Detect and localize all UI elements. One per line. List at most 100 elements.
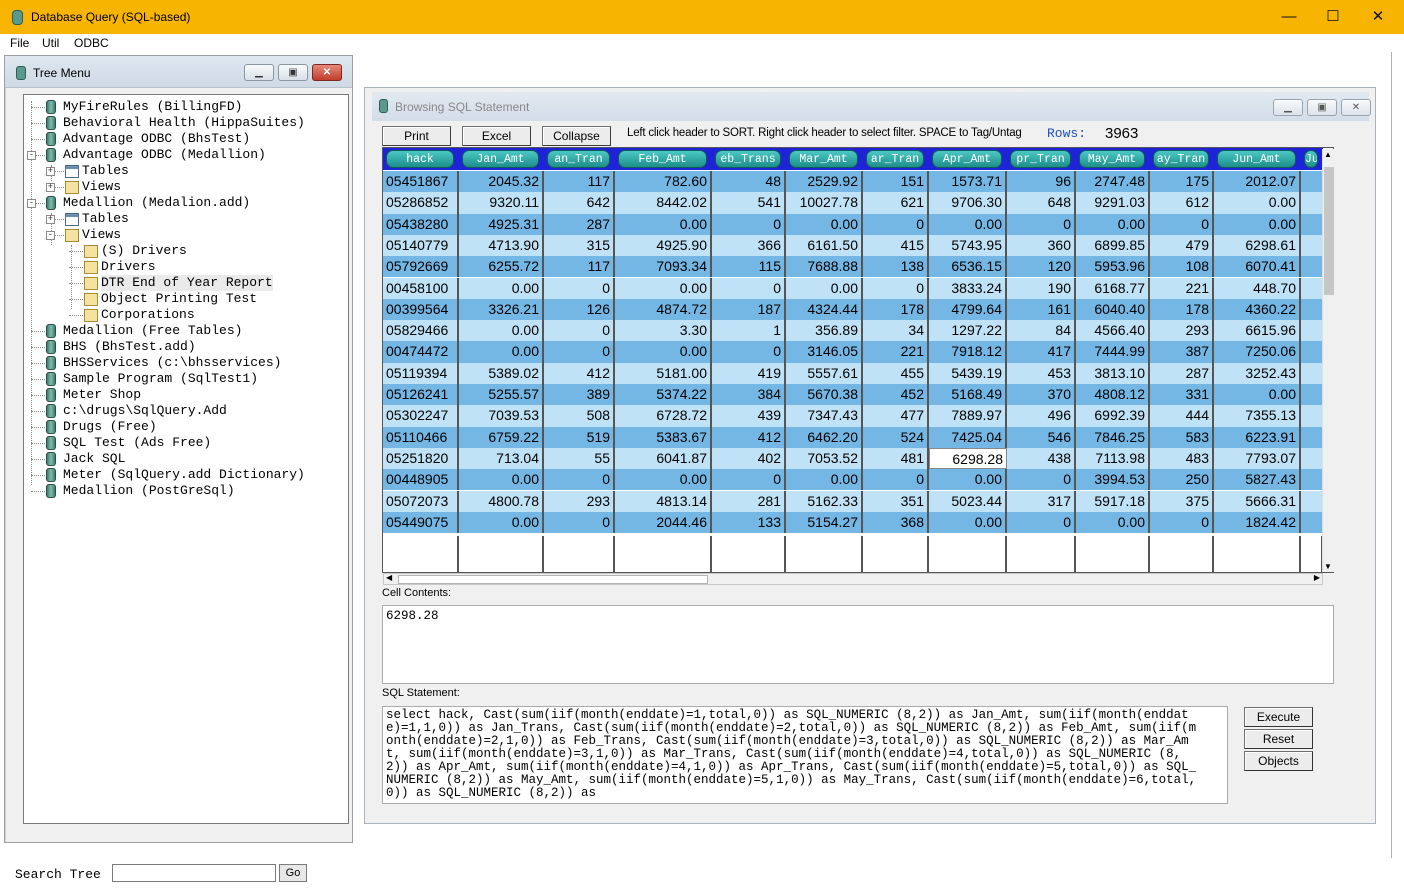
table-cell[interactable]: 6728.72: [615, 405, 712, 427]
table-cell[interactable]: [1301, 384, 1323, 405]
table-cell[interactable]: 782.60: [615, 171, 712, 193]
table-cell[interactable]: 7113.98: [1076, 447, 1150, 470]
table-cell[interactable]: 0: [863, 469, 929, 491]
table-cell[interactable]: 7347.43: [786, 405, 863, 427]
table-cell[interactable]: [1301, 235, 1323, 256]
table-cell[interactable]: 108: [1150, 256, 1214, 278]
table-cell[interactable]: 5557.61: [786, 362, 863, 384]
table-cell[interactable]: 402: [712, 447, 786, 470]
column-header[interactable]: Mar_Amt: [789, 150, 858, 168]
table-cell[interactable]: [1301, 341, 1323, 362]
table-row[interactable]: 05302247 7039.53 508 6728.72 439 7347.43 477 78…: [383, 405, 1323, 427]
table-cell[interactable]: 6899.85: [1076, 234, 1150, 257]
table-cell[interactable]: 05072073: [383, 490, 459, 512]
browse-restore-button[interactable]: ▣: [1307, 99, 1337, 116]
table-cell[interactable]: 48: [712, 171, 786, 193]
table-cell[interactable]: 713.04: [459, 447, 544, 470]
table-row[interactable]: 05110466 6759.22 519 5383.67 412 6462.20 524 74…: [383, 426, 1323, 448]
table-cell[interactable]: 5827.43: [1214, 469, 1301, 491]
table-cell[interactable]: 05126241: [383, 384, 459, 406]
table-cell[interactable]: 5439.19: [929, 362, 1007, 384]
table-cell[interactable]: 5743.95: [929, 234, 1007, 257]
column-header[interactable]: May_Amt: [1079, 150, 1145, 168]
table-cell[interactable]: 0: [863, 213, 929, 235]
table-cell[interactable]: 5168.49: [929, 384, 1007, 406]
table-cell[interactable]: 3146.05: [786, 341, 863, 363]
table-cell[interactable]: 4874.72: [615, 298, 712, 321]
table-cell[interactable]: 4799.64: [929, 298, 1007, 321]
print-button[interactable]: Print: [382, 126, 451, 146]
tree-item[interactable]: BHS (BhsTest.add): [24, 339, 344, 355]
minimize-button[interactable]: —: [1281, 8, 1297, 25]
table-cell[interactable]: 10027.78: [786, 192, 863, 214]
grid-vertical-scrollbar[interactable]: ▲ ▼: [1322, 149, 1335, 572]
reset-button[interactable]: Reset: [1244, 729, 1313, 749]
table-cell[interactable]: 0.00: [929, 511, 1007, 534]
table-cell[interactable]: 481: [863, 447, 929, 470]
table-cell[interactable]: 648: [1007, 192, 1076, 214]
table-cell[interactable]: 452: [863, 384, 929, 406]
table-row[interactable]: 05126241 5255.57 389 5374.22 384 5670.38 452 51…: [383, 384, 1323, 406]
column-header[interactable]: Ju: [1304, 150, 1318, 168]
table-cell[interactable]: 5670.38: [786, 384, 863, 406]
tree-view[interactable]: MyFireRules (BillingFD) Behavioral Health…: [23, 94, 349, 824]
table-cell[interactable]: 0: [712, 277, 786, 299]
table-cell[interactable]: 178: [863, 298, 929, 321]
table-cell[interactable]: 1297.22: [929, 320, 1007, 342]
table-cell[interactable]: 05792669: [383, 256, 459, 278]
table-cell[interactable]: 00474472: [383, 341, 459, 363]
table-cell[interactable]: 05449075: [383, 511, 459, 534]
maximize-button[interactable]: ☐: [1326, 8, 1340, 25]
table-cell[interactable]: [1301, 192, 1323, 213]
collapse-icon[interactable]: -: [46, 230, 55, 240]
tree-item[interactable]: MyFireRules (BillingFD): [24, 99, 344, 115]
table-cell[interactable]: 0: [1007, 213, 1076, 235]
table-row[interactable]: 05792669 6255.72 117 7093.34 115 7688.88 138 65…: [383, 256, 1323, 278]
table-cell[interactable]: 412: [712, 426, 786, 448]
tree-item[interactable]: SQL Test (Ads Free): [24, 435, 344, 451]
table-cell[interactable]: 7444.99: [1076, 341, 1150, 363]
menu-util[interactable]: Util: [42, 36, 60, 50]
table-cell[interactable]: 178: [1150, 298, 1214, 321]
table-cell[interactable]: 2045.32: [459, 171, 544, 193]
table-cell[interactable]: 34: [863, 320, 929, 342]
table-cell[interactable]: 0.00: [1076, 213, 1150, 235]
table-cell[interactable]: 6759.22: [459, 426, 544, 448]
table-cell[interactable]: 317: [1007, 490, 1076, 512]
table-cell[interactable]: 351: [863, 490, 929, 512]
table-cell[interactable]: 7250.06: [1214, 341, 1301, 363]
table-cell[interactable]: 6223.91: [1214, 426, 1301, 448]
search-tree-input[interactable]: [112, 864, 276, 882]
scroll-right-icon[interactable]: ▶: [1313, 573, 1320, 582]
collapse-icon[interactable]: -: [27, 198, 36, 208]
table-cell[interactable]: [1301, 427, 1323, 448]
grid-vertical-scroll-thumb[interactable]: [1324, 167, 1334, 295]
table-cell[interactable]: 221: [1150, 277, 1214, 299]
table-cell[interactable]: [1301, 405, 1323, 426]
table-cell[interactable]: 6161.50: [786, 234, 863, 257]
execute-button[interactable]: Execute: [1244, 707, 1313, 727]
table-cell[interactable]: 0.00: [459, 277, 544, 299]
table-row[interactable]: 05072073 4800.78 293 4813.14 281 5162.33 351 50…: [383, 490, 1323, 512]
table-row[interactable]: 05438280 4925.31 287 0.00 0 0.00 0 0.00 0 0.00 0 0.…: [383, 213, 1323, 235]
column-header[interactable]: Feb_Amt: [618, 150, 707, 168]
table-cell[interactable]: 479: [1150, 234, 1214, 257]
tree-item[interactable]: Drivers: [24, 259, 344, 275]
table-cell[interactable]: 250: [1150, 469, 1214, 491]
table-cell[interactable]: 496: [1007, 405, 1076, 427]
table-cell[interactable]: 5389.02: [459, 362, 544, 384]
table-cell[interactable]: 3326.21: [459, 298, 544, 321]
table-cell[interactable]: 0.00: [1214, 192, 1301, 214]
tree-item[interactable]: Corporations: [24, 307, 344, 323]
tree-item[interactable]: BHSServices (c:\bhsservices): [24, 355, 344, 371]
table-cell[interactable]: [1301, 448, 1323, 469]
table-cell[interactable]: 0.00: [786, 469, 863, 491]
table-cell[interactable]: 0.00: [1076, 511, 1150, 534]
column-header[interactable]: ar_Tran: [866, 150, 924, 168]
table-cell[interactable]: 7425.04: [929, 426, 1007, 448]
table-row[interactable]: 05829466 0.00 0 3.30 1 356.89 34 1297.22 84 4566.…: [383, 320, 1323, 342]
table-cell[interactable]: 370: [1007, 384, 1076, 406]
tree-item[interactable]: c:\drugs\SqlQuery.Add: [24, 403, 344, 419]
table-cell[interactable]: 415: [863, 234, 929, 257]
table-cell[interactable]: 281: [712, 490, 786, 512]
